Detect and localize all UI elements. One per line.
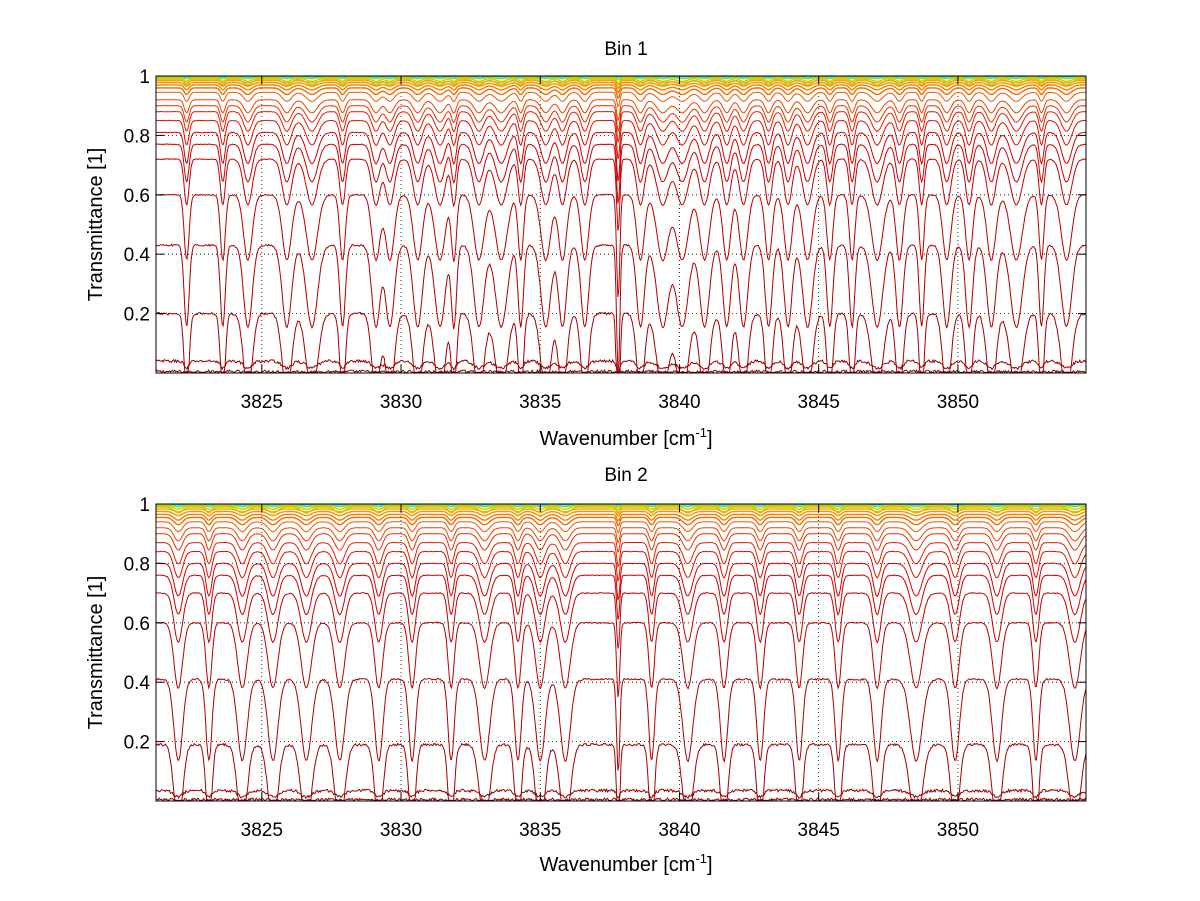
series-group [155, 503, 1087, 802]
y-tick-label: 0.6 [124, 186, 150, 207]
chart-title: Bin 1 [604, 39, 647, 60]
series-line [155, 87, 1086, 100]
x-axis-label: Wavenumber [cm-1] [539, 851, 712, 876]
y-axis-label: Transmittance [1] [85, 576, 107, 730]
y-tick-label: 0.2 [124, 305, 150, 326]
x-tick-label: 3830 [380, 392, 422, 413]
series-line [156, 510, 1087, 517]
axes-frame [155, 75, 1087, 374]
series-line [155, 110, 1086, 143]
series-line [156, 84, 1086, 94]
series-line [156, 131, 1087, 182]
series-line [156, 504, 1087, 508]
x-tick-label: 3825 [241, 820, 283, 841]
series-line [156, 76, 1086, 81]
series-line [156, 533, 1087, 554]
chart-title: Bin 2 [604, 465, 647, 486]
series-line [155, 541, 1087, 569]
series-line [155, 243, 1087, 373]
y-tick-label: 1 [139, 495, 150, 516]
axes-frame [155, 503, 1087, 802]
series-line [156, 505, 1087, 511]
series-line [156, 79, 1087, 86]
x-tick-label: 3830 [380, 820, 422, 841]
series-line [155, 193, 1087, 298]
series-line [155, 143, 1087, 204]
y-tick-label: 0.8 [124, 126, 150, 147]
x-axis-label: Wavenumber [cm-1] [539, 425, 712, 450]
chart-bin-1: 3825 3830 3835 3840 3845 3850 0.2 0.4 0.6 0.8 1 Bin… [85, 39, 1087, 450]
x-tick-label: 3850 [937, 392, 979, 413]
series-line [155, 119, 1087, 160]
series-line [155, 796, 1087, 802]
series-line [155, 311, 1087, 373]
y-tick-label: 0.6 [124, 614, 150, 635]
x-tick-label: 3840 [658, 392, 700, 413]
x-tick-label: 3845 [798, 392, 840, 413]
series-line [156, 592, 1087, 649]
y-tick-label: 0.8 [124, 554, 150, 575]
series-line [155, 81, 1087, 89]
series-line [155, 562, 1087, 601]
x-tick-label: 3845 [798, 820, 840, 841]
series-line [156, 527, 1087, 544]
series-line [156, 508, 1087, 513]
series-group [155, 75, 1087, 374]
series-line [155, 513, 1087, 522]
series-line [156, 91, 1087, 108]
x-tick-label: 3825 [241, 392, 283, 413]
series-line [155, 158, 1087, 231]
series-line [155, 677, 1087, 771]
y-tick-label: 1 [139, 67, 150, 88]
y-tick-label: 0.2 [124, 733, 150, 754]
y-tick-label: 0.4 [124, 673, 151, 694]
series-line [155, 574, 1087, 620]
series-line [155, 787, 1087, 800]
series-line [156, 99, 1087, 122]
series-line [155, 742, 1087, 801]
series-line [156, 77, 1086, 85]
x-tick-label: 3835 [519, 820, 561, 841]
series-line [155, 621, 1087, 698]
series-line [155, 550, 1087, 583]
x-tick-label: 3835 [519, 392, 561, 413]
series-line [156, 521, 1087, 534]
series-line [155, 516, 1087, 527]
x-tick-label: 3840 [658, 820, 700, 841]
plot-area [156, 504, 1086, 801]
y-axis-label: Transmittance [1] [85, 148, 107, 302]
series-line [155, 105, 1087, 133]
y-tick-label: 0.4 [124, 245, 151, 266]
chart-bin-2: 3825 3830 3835 3840 3845 3850 0.2 0.4 0.6 0.8 1 Bin… [85, 465, 1087, 876]
x-tick-label: 3850 [937, 820, 979, 841]
series-line [155, 368, 1087, 374]
series-line [155, 358, 1087, 374]
